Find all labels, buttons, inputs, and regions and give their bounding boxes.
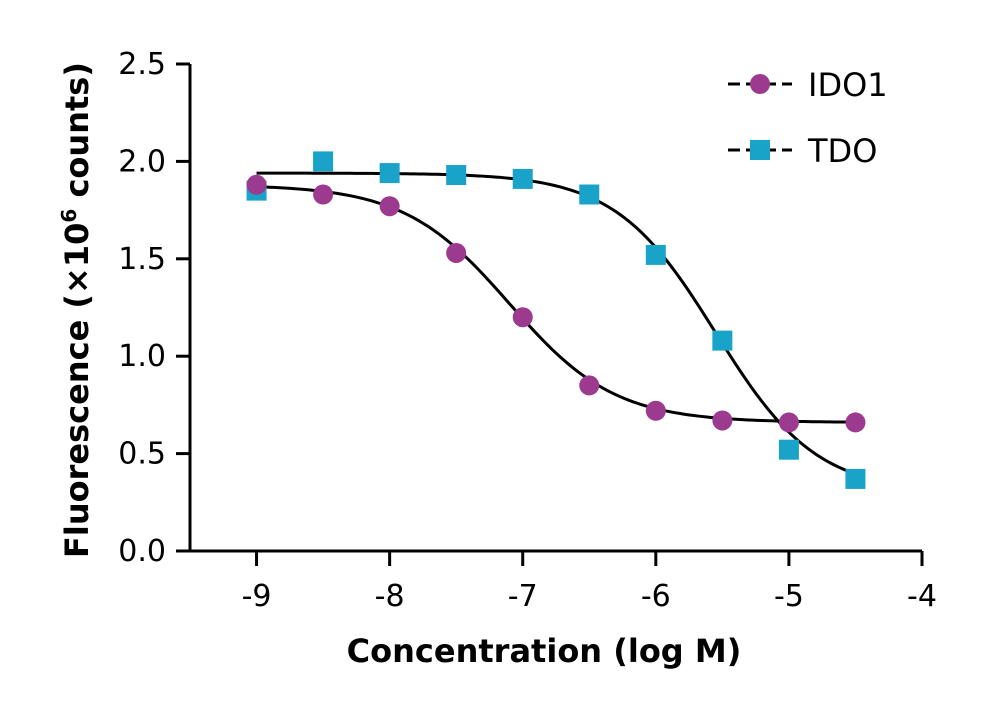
x-tick-label: -8 xyxy=(375,579,405,614)
data-point-tdo xyxy=(379,163,400,184)
data-points xyxy=(246,151,866,489)
y-tick-label: 1.5 xyxy=(118,242,166,277)
x-tick-label: -9 xyxy=(242,579,272,614)
data-point-ido1 xyxy=(446,242,467,263)
data-point-ido1 xyxy=(579,375,600,396)
fit-curves xyxy=(256,171,856,476)
x-ticks: -9 -8 -7 -6 -5 -4 xyxy=(242,551,937,614)
data-point-ido1 xyxy=(845,412,866,433)
data-point-ido1 xyxy=(645,400,666,421)
y-tick-label: 2.0 xyxy=(118,144,166,179)
data-point-tdo xyxy=(845,468,866,489)
y-ticks: 0.0 0.5 1.0 1.5 2.0 2.5 xyxy=(118,47,190,569)
data-point-tdo xyxy=(712,330,733,351)
data-point-ido1 xyxy=(712,410,733,431)
legend-marker-ido1 xyxy=(750,74,770,94)
axes: 0.0 0.5 1.0 1.5 2.0 2.5 -9 -8 -7 -6 -5 -4 xyxy=(118,47,937,614)
legend-item-tdo: TDO xyxy=(728,132,877,170)
data-point-ido1 xyxy=(246,174,267,195)
y-axis-title-prefix: Fluorescence (×10 xyxy=(58,223,96,558)
x-tick-label: -6 xyxy=(641,579,671,614)
data-point-tdo xyxy=(446,165,467,186)
x-tick-label: -5 xyxy=(774,579,804,614)
legend-label-tdo: TDO xyxy=(807,132,877,170)
data-point-ido1 xyxy=(313,184,334,205)
legend-marker-tdo xyxy=(750,140,770,160)
x-tick-label: -4 xyxy=(907,579,937,614)
fit-curve-ido1 xyxy=(256,185,856,424)
data-point-tdo xyxy=(512,168,533,189)
data-point-tdo xyxy=(645,244,666,265)
legend: IDO1 TDO xyxy=(728,66,888,170)
data-point-ido1 xyxy=(379,196,400,217)
data-point-tdo xyxy=(313,151,334,172)
legend-label-ido1: IDO1 xyxy=(808,66,888,104)
y-tick-label: 0.5 xyxy=(118,437,166,472)
y-tick-label: 1.0 xyxy=(118,339,166,374)
x-tick-label: -7 xyxy=(508,579,538,614)
x-axis-title: Concentration (log M) xyxy=(347,632,742,670)
data-point-ido1 xyxy=(778,412,799,433)
y-axis-title: Fluorescence (×106 counts) xyxy=(57,62,96,558)
legend-item-ido1: IDO1 xyxy=(728,66,888,104)
y-axis-title-superscript: 6 xyxy=(57,209,81,223)
y-tick-label: 0.0 xyxy=(118,534,166,569)
data-point-tdo xyxy=(778,439,799,460)
fit-curve-tdo xyxy=(256,171,856,476)
data-point-ido1 xyxy=(512,307,533,328)
y-tick-label: 2.5 xyxy=(118,47,166,82)
data-point-tdo xyxy=(579,184,600,205)
y-axis-title-suffix: counts) xyxy=(58,62,96,209)
